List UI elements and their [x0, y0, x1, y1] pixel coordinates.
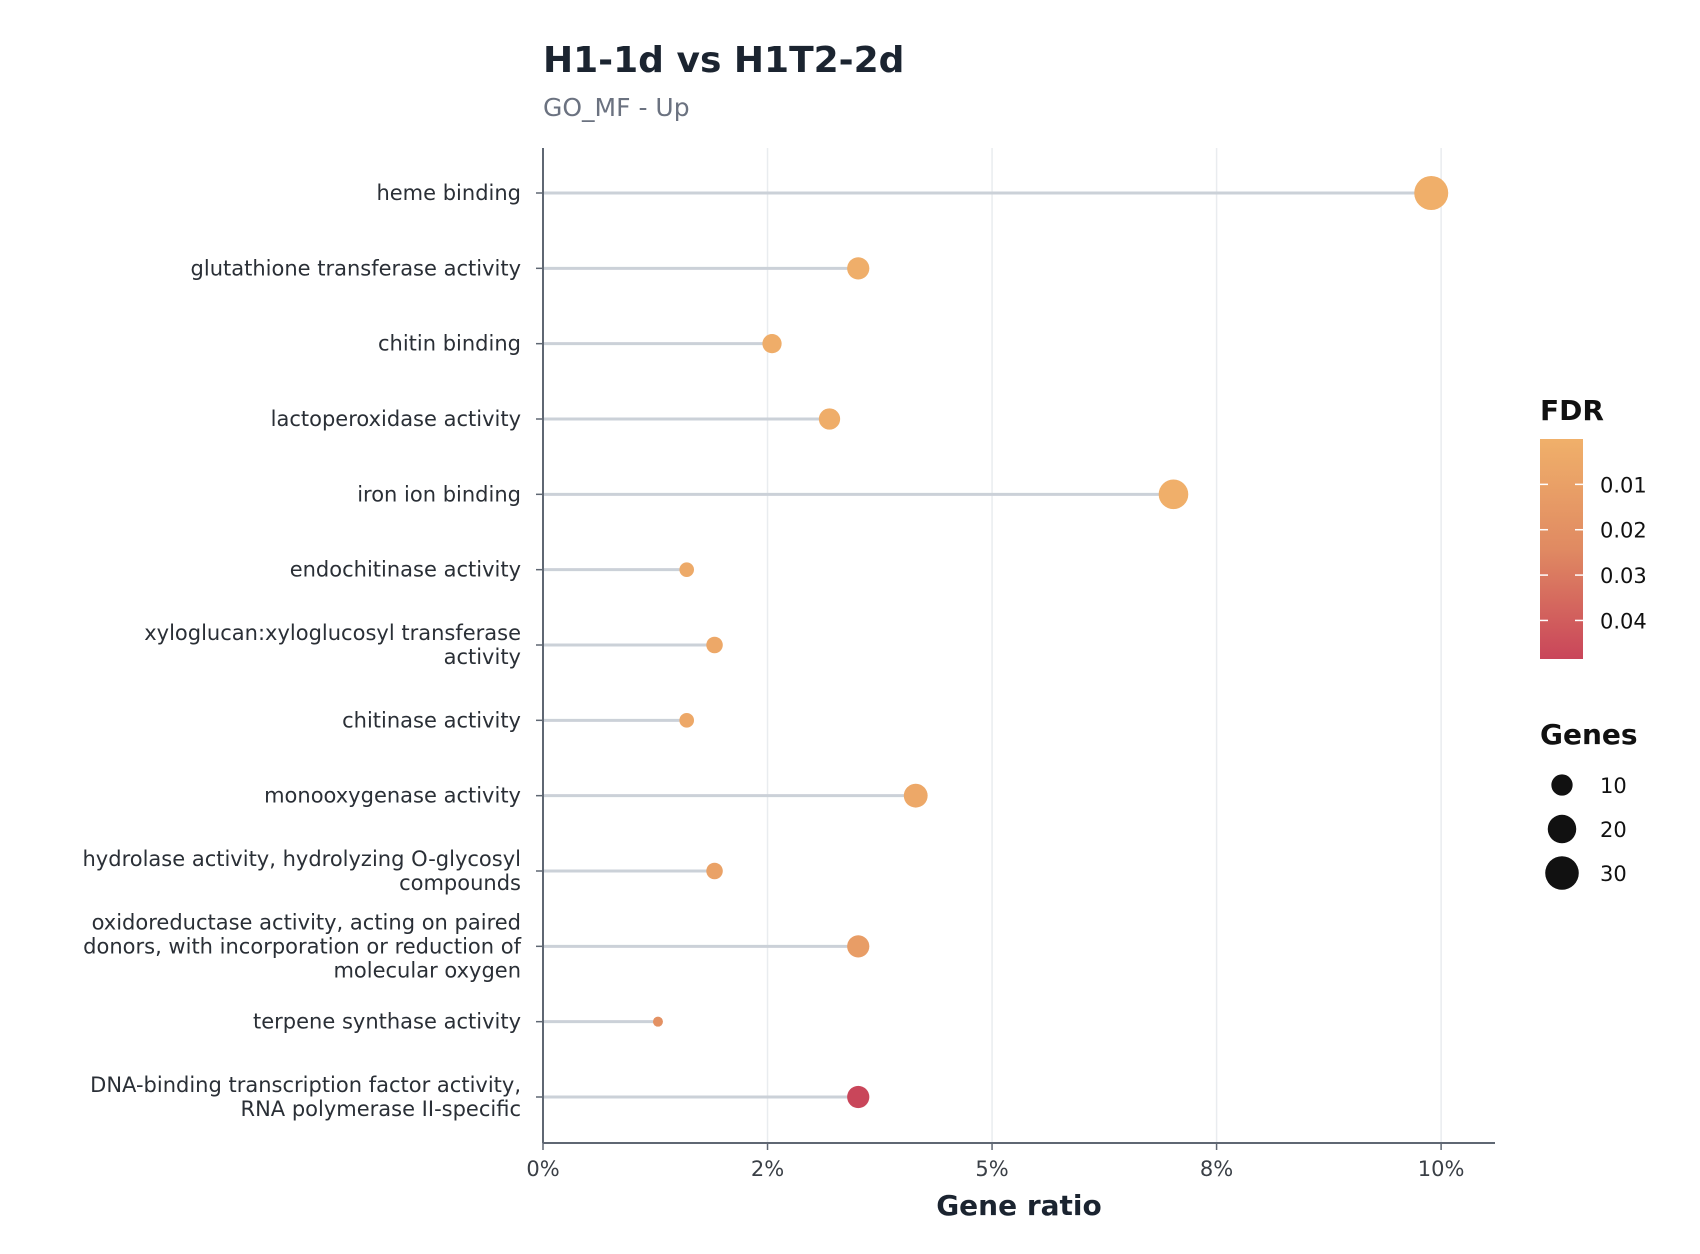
y-tick-label: chitinase activity — [342, 708, 521, 732]
y-tick-label: glutathione transferase activity — [191, 256, 521, 280]
lollipop-point — [818, 408, 841, 430]
y-tick-label: DNA-binding transcription factor activit… — [90, 1073, 521, 1121]
y-tick-label: terpene synthase activity — [253, 1010, 521, 1034]
x-tick-label: 0% — [526, 1157, 559, 1181]
chart-subtitle: GO_MF - Up — [543, 93, 690, 122]
x-tick-label: 8% — [1200, 1157, 1233, 1181]
lollipop-stems — [543, 191, 1432, 1099]
y-tick-label: iron ion binding — [357, 482, 521, 506]
y-tick-label: hydrolase activity, hydrolyzing O-glycos… — [83, 847, 522, 895]
genes-legend-dot — [1551, 774, 1573, 796]
chart-title: H1-1d vs H1T2-2d — [543, 40, 904, 81]
x-tick-label: 5% — [975, 1157, 1008, 1181]
fdr-tick-label: 0.02 — [1600, 519, 1647, 543]
genes-legend: Genes 10 20 30 — [1540, 718, 1638, 890]
fdr-tick-label: 0.03 — [1600, 564, 1647, 588]
genes-legend-label: 20 — [1600, 818, 1627, 842]
lollipop-point — [847, 935, 870, 958]
genes-legend-label: 30 — [1600, 862, 1627, 886]
genes-legend-title: Genes — [1540, 718, 1638, 751]
genes-legend-items: 10 20 30 — [1545, 774, 1627, 890]
y-tick-label: xyloglucan:xyloglucosyl transferase activ… — [144, 621, 521, 669]
lollipop-point — [679, 562, 695, 577]
y-tick-label: monooxygenase activity — [264, 784, 521, 808]
fdr-legend-ticks: 0.01 0.02 0.03 0.04 — [1540, 473, 1647, 633]
y-tick-label: chitin binding — [378, 332, 521, 356]
lollipop-point — [847, 257, 870, 280]
lollipop-point — [679, 713, 695, 728]
y-tick-label: oxidoreductase activity, acting on paire… — [83, 910, 521, 982]
fdr-legend: FDR 0.01 0.02 0.03 0.04 — [1540, 394, 1647, 659]
axes — [536, 148, 1495, 1150]
x-axis-label: Gene ratio — [936, 1189, 1102, 1222]
y-tick-label: heme binding — [376, 181, 521, 205]
lollipop-point — [1158, 479, 1189, 510]
lollipop-point — [1414, 176, 1449, 210]
lollipop-point — [847, 1085, 870, 1109]
genes-legend-dot — [1545, 856, 1579, 890]
lollipop-points — [652, 176, 1449, 1109]
x-tick-label: 2% — [751, 1157, 784, 1181]
x-tick-labels: 0% 2% 5% 8% 10% — [526, 1157, 1464, 1181]
y-tick-label: endochitinase activity — [290, 558, 521, 582]
fdr-colorbar — [1540, 439, 1583, 659]
genes-legend-label: 10 — [1600, 774, 1627, 798]
x-tick-label: 10% — [1418, 1157, 1465, 1181]
grid-lines — [766, 148, 1442, 1143]
lollipop-point — [652, 1016, 663, 1027]
y-tick-labels: heme binding glutathione transferase acti… — [83, 181, 522, 1121]
lollipop-point — [706, 862, 723, 880]
lollipop-point — [762, 334, 782, 354]
fdr-legend-title: FDR — [1540, 394, 1604, 427]
y-tick-label: lactoperoxidase activity — [271, 407, 521, 431]
genes-legend-dot — [1547, 814, 1577, 844]
lollipop-point — [706, 636, 723, 654]
fdr-tick-label: 0.01 — [1600, 473, 1647, 497]
fdr-tick-label: 0.04 — [1600, 609, 1647, 633]
lollipop-point — [903, 783, 928, 808]
